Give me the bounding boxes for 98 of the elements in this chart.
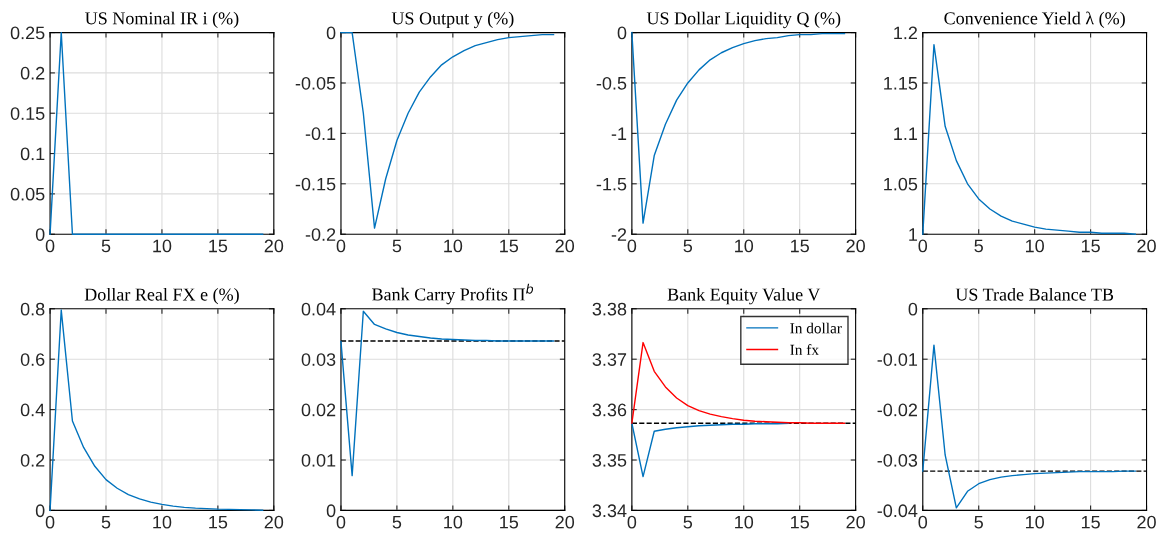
x-tick-label: 5 <box>392 515 402 529</box>
y-tick-label: 1.1 <box>894 127 918 140</box>
y-tick-label: -0.04 <box>877 504 918 518</box>
x-tick-label: 10 <box>1025 515 1044 529</box>
x-tick-label: 0 <box>627 239 637 253</box>
x-tick-label: 5 <box>101 515 111 529</box>
y-tick-label: 3.38 <box>592 302 627 316</box>
x-tick-label: 10 <box>735 515 754 529</box>
x-tick-label: 20 <box>1137 239 1156 253</box>
x-tick-label: 0 <box>918 239 928 253</box>
y-tick-label: -1 <box>611 127 627 140</box>
chart-title: US Trade Balance TB <box>955 287 1114 301</box>
y-tick-label: 0 <box>908 302 918 316</box>
y-tick-label: -1.5 <box>596 177 627 191</box>
x-tick-label: 10 <box>1025 239 1044 253</box>
y-tick-label: 0.2 <box>20 453 45 467</box>
chart-title: US Nominal IR i (%) <box>85 11 239 29</box>
line-series <box>631 341 846 424</box>
y-tick-label: -0.05 <box>295 76 336 90</box>
x-tick-label: 10 <box>735 239 754 253</box>
y-tick-label: 3.37 <box>592 353 627 366</box>
x-tick-label: 5 <box>683 239 693 253</box>
x-tick-label: 10 <box>444 239 463 253</box>
x-tick-label: 20 <box>555 515 575 529</box>
line-series <box>340 31 555 229</box>
chart-title: Bank Carry Profits Π$^{b}$ <box>372 283 534 305</box>
x-tick-label: 15 <box>209 239 228 253</box>
legend-label: In fx <box>790 344 819 355</box>
x-tick-label: 15 <box>500 239 519 253</box>
x-tick-label: 15 <box>791 515 809 529</box>
y-tick-label: 0.02 <box>301 403 336 417</box>
x-tick-label: 20 <box>264 515 284 529</box>
x-tick-label: 0 <box>336 239 346 253</box>
y-tick-label: 0.01 <box>301 453 336 467</box>
y-tick-label: 3.34 <box>592 504 627 518</box>
y-tick-label: 0.15 <box>10 107 45 120</box>
y-tick-label: 0 <box>326 26 336 40</box>
chart-title: Dollar Real FX e (%) <box>84 287 239 305</box>
y-tick-label: 1.05 <box>884 177 918 191</box>
x-tick-label: 20 <box>1137 515 1156 529</box>
y-tick-label: 0.03 <box>301 353 336 366</box>
chart-title: Convenience Yield λ (%) <box>944 11 1125 29</box>
x-tick-label: 5 <box>974 239 983 253</box>
y-tick-label: 0 <box>617 26 627 40</box>
x-tick-label: 15 <box>209 515 228 529</box>
x-tick-label: 0 <box>336 515 346 529</box>
y-tick-label: -0.01 <box>877 353 918 366</box>
x-tick-label: 5 <box>683 515 693 529</box>
chart-title: Bank Equity Value V <box>667 287 821 305</box>
y-tick-label: -0.03 <box>877 453 918 467</box>
x-tick-label: 0 <box>45 515 55 529</box>
y-tick-label: 0.1 <box>20 147 45 161</box>
line-series <box>922 43 1137 235</box>
x-tick-label: 5 <box>392 239 402 253</box>
x-tick-label: 20 <box>264 239 284 253</box>
y-tick-label: 0.04 <box>301 302 336 316</box>
y-tick-label: -0.15 <box>295 177 336 191</box>
x-tick-label: 10 <box>444 515 463 529</box>
y-tick-label: 0.6 <box>20 353 45 366</box>
x-tick-label: 0 <box>627 515 637 529</box>
y-tick-label: 1 <box>909 228 918 241</box>
y-tick-label: 0.2 <box>20 66 45 80</box>
legend-label: In dollar <box>790 322 842 334</box>
x-tick-label: 15 <box>1081 239 1100 253</box>
y-tick-label: 0.8 <box>20 302 45 316</box>
x-tick-label: 10 <box>153 515 172 529</box>
x-tick-label: 5 <box>101 239 111 253</box>
x-tick-label: 20 <box>846 515 865 529</box>
y-tick-label: 0 <box>35 228 45 241</box>
y-tick-label: -0.1 <box>305 127 336 141</box>
x-tick-label: 20 <box>846 239 865 253</box>
line-series <box>340 310 555 477</box>
y-tick-label: 1.2 <box>894 26 917 40</box>
y-tick-label: 0 <box>326 504 336 518</box>
x-tick-label: 15 <box>791 239 809 253</box>
x-tick-label: 20 <box>555 239 575 253</box>
y-tick-label: 3.36 <box>592 403 627 417</box>
chart-title: US Output y (%) <box>391 11 514 29</box>
y-tick-label: -0.5 <box>596 76 627 90</box>
y-tick-label: 0.4 <box>20 403 45 417</box>
y-tick-label: 1.15 <box>884 77 918 90</box>
line-series <box>922 344 1137 509</box>
x-tick-label: 15 <box>1081 515 1100 529</box>
line-series <box>631 31 846 224</box>
y-tick-label: 3.35 <box>592 453 627 467</box>
y-tick-label: 0.25 <box>10 26 45 40</box>
x-tick-label: 0 <box>918 515 928 529</box>
x-tick-label: 15 <box>500 515 519 529</box>
line-series <box>631 422 790 478</box>
y-tick-label: -0.02 <box>877 403 917 417</box>
chart-title: US Dollar Liquidity Q (%) <box>646 11 841 29</box>
y-tick-label: -2 <box>611 228 627 241</box>
x-tick-label: 5 <box>974 515 983 529</box>
y-tick-label: -0.2 <box>305 228 336 241</box>
x-tick-label: 10 <box>153 239 172 253</box>
x-tick-label: 0 <box>45 239 55 253</box>
y-tick-label: 0 <box>35 504 45 518</box>
y-tick-label: 0.05 <box>10 187 45 201</box>
